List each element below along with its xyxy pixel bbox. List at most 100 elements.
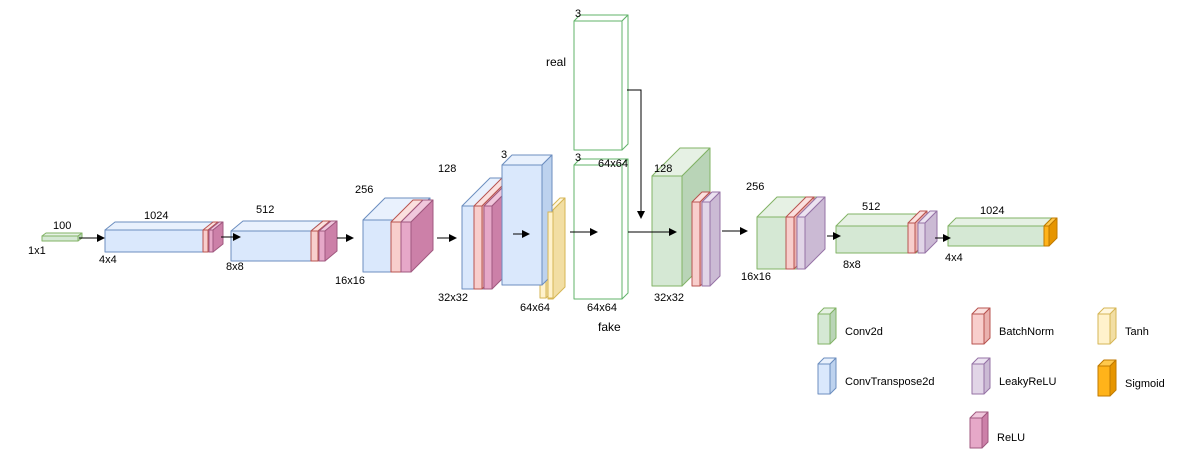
- gen-layer-1-size-label: 4x4: [99, 254, 117, 266]
- arrow-real-to-disc: [627, 89, 645, 219]
- gen-layer-1-channels-label: 1024: [144, 210, 168, 222]
- real-image-block-front: [573, 20, 623, 151]
- disc-layer-2-channels-label: 256: [746, 181, 764, 193]
- gen-layer-1-block: [104, 221, 216, 253]
- legend-swatch-relu-side: [981, 411, 989, 449]
- disc-layer-1-channels-label: 128: [654, 163, 672, 175]
- legend-swatch-leakyrelu: [971, 357, 991, 395]
- fake-image-size-label: 64x64: [587, 302, 617, 314]
- gen-layer-4-batchnorm-block-front: [473, 205, 483, 290]
- legend-label-conv2d: Conv2d: [845, 326, 883, 338]
- gen-layer-2-block: [230, 220, 324, 262]
- gen-layer-1-block-top: [104, 221, 216, 231]
- legend-swatch-batchnorm-side: [983, 307, 991, 345]
- input-noise-block: [41, 232, 83, 242]
- gen-layer-2-size-label: 8x8: [226, 261, 244, 273]
- legend-swatch-relu: [969, 411, 989, 449]
- disc-layer-3-size-label: 8x8: [843, 259, 861, 271]
- legend-swatch-sigmoid-side: [1109, 359, 1117, 397]
- fake-image-label: fake: [598, 320, 621, 334]
- gen-layer-5-ghost: [501, 154, 553, 286]
- gen-layer-5-tanh-face: [547, 211, 554, 299]
- legend-swatch-convtranspose2d: [817, 357, 837, 395]
- disc-layer-4-block: [947, 217, 1053, 247]
- disc-layer-3-block-front: [835, 225, 917, 254]
- disc-layer-4-channels-label: 1024: [980, 205, 1004, 217]
- gen-layer-2-relu-block-front: [318, 230, 326, 262]
- disc-layer-1-leakyrelu-block: [701, 191, 721, 287]
- gen-layer-3-relu-block: [400, 199, 434, 273]
- labels: 100 1x1 1024 4x4 512 8x8 256 16x16 128 3…: [28, 8, 1165, 444]
- legend-swatch-conv2d-side: [829, 307, 837, 345]
- fake-image-block: [573, 158, 629, 300]
- gen-layer-3-relu-block-front: [400, 221, 412, 273]
- disc-layer-1-leakyrelu-block-side: [709, 191, 721, 287]
- gen-layer-2-batchnorm-block-front: [310, 230, 319, 262]
- fake-image-block-front: [573, 164, 623, 300]
- gen-layer-5-ghost-front: [501, 164, 543, 286]
- disc-layer-4-sigmoid-block: [1043, 217, 1058, 247]
- real-image-block: [573, 14, 629, 151]
- legend-swatch-convtranspose2d-front: [817, 363, 831, 395]
- disc-layer-3-channels-label: 512: [862, 201, 880, 213]
- real-image-channels-label: 3: [575, 8, 581, 20]
- gen-layer-3-size-label: 16x16: [335, 275, 365, 287]
- legend-label-leakyrelu: LeakyReLU: [999, 376, 1057, 388]
- legend-swatch-batchnorm-front: [971, 313, 985, 345]
- legend-swatch-sigmoid: [1097, 359, 1117, 397]
- gen-layer-2-channels-label: 512: [256, 204, 274, 216]
- disc-layer-3-leakyrelu-block: [917, 210, 938, 254]
- input-noise-block-front: [41, 235, 79, 242]
- disc-layer-1-batchnorm-block-front: [691, 201, 701, 287]
- legend-swatch-relu-front: [969, 417, 983, 449]
- disc-layer-4-block-top: [947, 217, 1053, 227]
- disc-layer-4-size-label: 4x4: [945, 252, 963, 264]
- real-image-size-label: 64x64: [598, 158, 628, 170]
- gen-layer-1-relu-block-front: [208, 229, 214, 253]
- legend-label-batchnorm: BatchNorm: [999, 326, 1054, 338]
- legend-swatch-leakyrelu-front: [971, 363, 985, 395]
- real-image-block-top: [573, 14, 629, 22]
- fake-image-channels-label: 3: [575, 152, 581, 164]
- layer-blocks: [41, 14, 1058, 300]
- flow-arrows: [79, 89, 951, 242]
- legend-label-tanh: Tanh: [1125, 326, 1149, 338]
- disc-layer-3-batchnorm-block-front: [907, 222, 916, 254]
- disc-layer-2-leakyrelu-block-front: [796, 216, 806, 270]
- disc-layer-2-batchnorm-block-front: [785, 216, 795, 270]
- fake-image-block-side: [621, 158, 629, 300]
- disc-layer-2-leakyrelu-block: [796, 196, 826, 270]
- legend-swatch-leakyrelu-side: [983, 357, 991, 395]
- legend-swatch-convtranspose2d-side: [829, 357, 837, 395]
- disc-layer-4-sigmoid-block-front: [1043, 225, 1050, 247]
- legend-swatch-batchnorm: [971, 307, 991, 345]
- gen-layer-5-size-label: 64x64: [520, 302, 550, 314]
- gen-layer-1-block-front: [104, 229, 206, 253]
- legend-swatch-conv2d-front: [817, 313, 831, 345]
- real-image-block-side: [621, 14, 629, 151]
- gen-layer-5-tanh-face-front: [547, 211, 554, 299]
- real-image-label: real: [546, 55, 566, 69]
- disc-layer-1-leakyrelu-block-front: [701, 201, 711, 287]
- input-channels-label: 100: [53, 220, 71, 232]
- legend-swatch-sigmoid-front: [1097, 365, 1111, 397]
- disc-layer-2-size-label: 16x16: [741, 271, 771, 283]
- gen-layer-1-relu-block: [208, 221, 224, 253]
- gen-layer-5-channels-label: 3: [501, 149, 507, 161]
- legend: [817, 307, 1117, 449]
- disc-layer-4-block-front: [947, 225, 1045, 247]
- gen-layer-2-relu-block: [318, 220, 338, 262]
- gen-layer-5-tanh-block-side: [552, 197, 566, 300]
- gen-layer-3-channels-label: 256: [355, 184, 373, 196]
- legend-swatch-tanh-side: [1109, 307, 1117, 345]
- legend-swatch-conv2d: [817, 307, 837, 345]
- disc-layer-3-leakyrelu-block-front: [917, 222, 926, 254]
- disc-layer-1-block-front: [651, 175, 683, 287]
- gen-layer-1-batchnorm-block-front: [202, 229, 209, 253]
- input-size-label: 1x1: [28, 245, 46, 257]
- gen-layer-4-relu-block-front: [483, 205, 493, 290]
- legend-label-convtranspose2d: ConvTranspose2d: [845, 376, 934, 388]
- gen-layer-4-size-label: 32x32: [438, 292, 468, 304]
- disc-layer-1-size-label: 32x32: [654, 292, 684, 304]
